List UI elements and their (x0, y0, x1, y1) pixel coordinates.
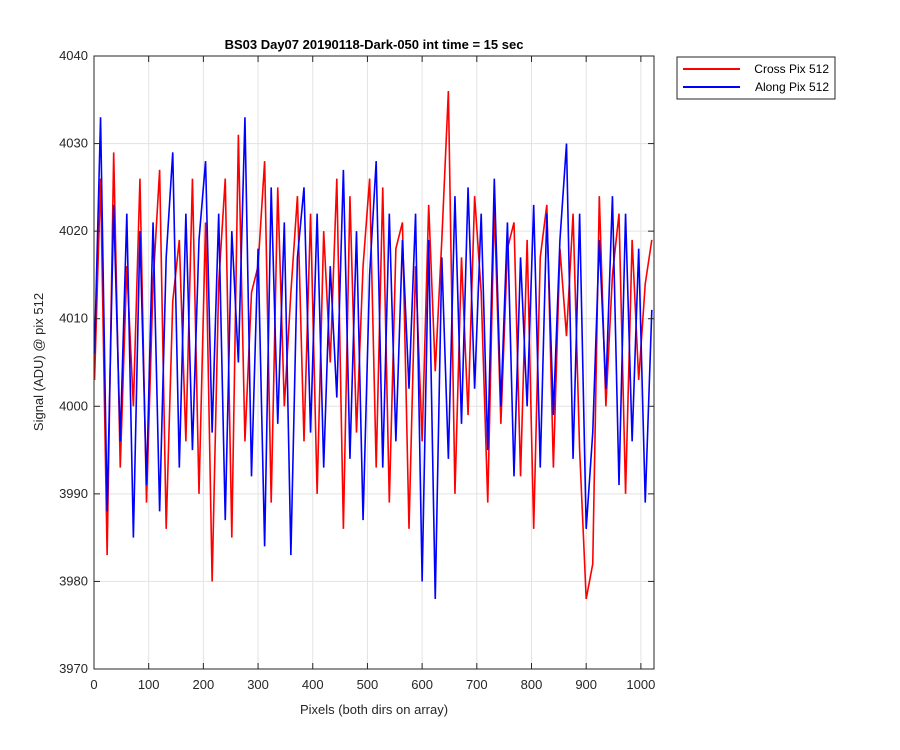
series-lines (94, 90, 653, 600)
plot-area: 0 100 200 300 400 500 600 700 800 900 1000 3970 3980… (59, 48, 655, 692)
y-axis-label: Signal (ADU) @ pix 512 (31, 293, 46, 431)
y-tick-label: 4040 (59, 48, 88, 63)
chart-title: BS03 Day07 20190118-Dark-050 int time = … (225, 37, 524, 52)
y-tick-label: 3990 (59, 486, 88, 501)
x-axis-label: Pixels (both dirs on array) (300, 702, 448, 717)
x-tick-label: 100 (138, 677, 160, 692)
legend-label-cross: Cross Pix 512 (754, 62, 829, 76)
x-tick-label: 400 (302, 677, 324, 692)
y-tick-label: 4020 (59, 223, 88, 238)
legend-box (676, 56, 836, 100)
y-tick-label: 3970 (59, 661, 88, 676)
x-tick-label: 500 (357, 677, 379, 692)
axis-ticks: 0 100 200 300 400 500 600 700 800 900 1000 3970 3980… (59, 48, 655, 692)
legend: Cross Pix 512 Along Pix 512 (676, 56, 836, 100)
x-tick-label: 600 (411, 677, 433, 692)
x-tick-label: 700 (466, 677, 488, 692)
y-tick-label: 4030 (59, 136, 88, 151)
x-tick-label: 900 (575, 677, 597, 692)
legend-label-along: Along Pix 512 (755, 80, 829, 94)
series-line-along (94, 117, 653, 599)
x-tick-label: 0 (90, 677, 97, 692)
y-tick-label: 4000 (59, 398, 88, 413)
axes-box (93, 55, 655, 670)
y-tick-label: 3980 (59, 573, 88, 588)
y-tick-label: 4010 (59, 311, 88, 326)
x-tick-label: 800 (521, 677, 543, 692)
x-tick-label: 300 (247, 677, 269, 692)
x-tick-label: 200 (193, 677, 215, 692)
x-tick-label: 1000 (626, 677, 655, 692)
